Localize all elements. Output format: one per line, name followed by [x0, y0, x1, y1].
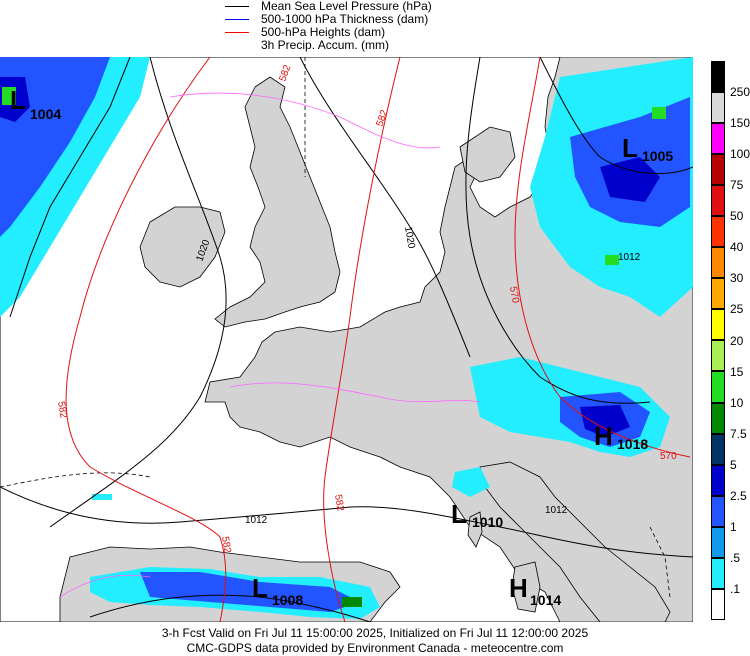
height-contours: [65, 57, 691, 622]
scale-swatch: [711, 309, 725, 341]
height-label: 582: [332, 494, 346, 513]
precip-italy-north: [452, 467, 490, 497]
svg-text:L: L: [10, 85, 26, 115]
scale-swatch: [711, 526, 725, 558]
height-label: 582: [219, 536, 233, 555]
scale-label: 5: [730, 457, 737, 472]
land-ireland: [139, 206, 226, 288]
center-high-tyrrhenian: H 1014: [509, 573, 561, 608]
scale-swatch: [711, 495, 725, 527]
legend-item-precip: 3h Precip. Accum. (mm): [261, 38, 390, 52]
scale-swatch: [711, 154, 725, 186]
height-label: 570: [507, 286, 521, 305]
scale-label: 100: [730, 147, 750, 162]
thickness-contours: [59, 92, 481, 598]
land-denmark: [459, 126, 516, 183]
svg-text:H: H: [509, 573, 528, 603]
scale-label: 25: [730, 302, 744, 317]
scale-label: 10: [730, 395, 744, 410]
precip-scandinavia-peak: [600, 157, 660, 202]
precip-poland-max: [605, 255, 619, 265]
pressure-centers: L 1004 L 1005 H 1018 L 1010 L 1008 H 101…: [10, 85, 673, 608]
scale-swatch: [711, 216, 725, 248]
forecast-validity-text: 3-h Fcst Valid on Fri Jul 11 15:00:00 20…: [161, 626, 589, 640]
svg-text:1004: 1004: [30, 106, 61, 122]
scale-swatch: [711, 557, 725, 589]
precip-iberia-max: [342, 597, 362, 607]
svg-text:L: L: [451, 499, 467, 529]
land-sardinia: [511, 561, 541, 613]
scale-swatch: [711, 247, 725, 279]
scale-label: 15: [730, 364, 744, 379]
pressure-label: 1020: [402, 226, 417, 250]
land-italy: [479, 461, 671, 622]
center-low-atlantic: L 1004: [10, 85, 61, 122]
scale-swatch: [711, 92, 725, 124]
svg-text:1010: 1010: [472, 514, 503, 530]
precip-north-atlantic-max: [2, 87, 16, 105]
svg-text:1018: 1018: [617, 436, 648, 452]
height-label: 582: [55, 401, 69, 420]
scale-label: 20: [730, 333, 744, 348]
legend-item-thickness: 500-1000 hPa Thickness (dam): [225, 13, 485, 26]
scale-label: 2.5: [730, 488, 747, 503]
legend-item-mslp: Mean Sea Level Pressure (hPa): [225, 0, 485, 13]
dashed-lines: [0, 57, 671, 598]
svg-text:1005: 1005: [642, 148, 673, 164]
scale-label: 150: [730, 116, 750, 131]
pressure-contours: [0, 57, 693, 622]
land-great-britain: [214, 76, 341, 328]
scale-label: 40: [730, 240, 744, 255]
center-low-iberia: L 1008: [252, 573, 303, 608]
scale-swatch: [711, 402, 725, 434]
scale-label: 1: [730, 519, 737, 534]
height-label: 570: [660, 451, 677, 462]
scale-swatch: [711, 371, 725, 403]
scale-label: 50: [730, 209, 744, 224]
scale-swatch: [711, 61, 725, 93]
scale-label: 250: [730, 85, 750, 100]
svg-text:L: L: [252, 573, 268, 603]
scale-swatch: [711, 464, 725, 496]
pressure-label: 1012: [618, 252, 641, 263]
svg-text:1014: 1014: [530, 592, 561, 608]
precip-iberia-core: [140, 572, 360, 612]
legend-item-heights: 500-hPa Heights (dam): [225, 26, 485, 39]
scale-label: 7.5: [730, 426, 747, 441]
scale-swatch: [711, 185, 725, 217]
scale-swatch: [711, 433, 725, 465]
scale-swatch: [711, 340, 725, 372]
center-high-alps: H 1018: [594, 421, 648, 452]
scale-swatch: [711, 588, 725, 620]
precip-biscay-spot: [92, 494, 112, 500]
scale-label: 75: [730, 178, 744, 193]
data-credit-text: CMC-GDPS data provided by Environment Ca…: [186, 641, 564, 655]
scale-label: .1: [730, 581, 741, 596]
pressure-label: 1012: [545, 505, 568, 516]
height-labels: 582 582 570 582 582 570 582: [55, 63, 677, 554]
pressure-label: 1012: [245, 515, 268, 526]
scale-label: .5: [730, 550, 741, 565]
weather-map: 582 582 570 582 582 570 582 1020 1020 10…: [0, 57, 693, 622]
scale-swatch: [711, 123, 725, 155]
precip-scandinavia-max: [652, 107, 666, 119]
scale-swatch: [711, 278, 725, 310]
map-legend: Mean Sea Level Pressure (hPa) 500-1000 h…: [225, 0, 485, 52]
precip-alps-core: [580, 405, 630, 437]
center-low-ligurian: L 1010: [451, 499, 503, 530]
precip-color-scale: [711, 61, 725, 620]
svg-text:1008: 1008: [272, 592, 303, 608]
svg-text:H: H: [594, 421, 613, 451]
scale-label: 30: [730, 271, 744, 286]
precip-fields: [0, 57, 693, 619]
svg-text:L: L: [622, 133, 638, 163]
center-low-scandinavia: L 1005: [622, 133, 673, 164]
